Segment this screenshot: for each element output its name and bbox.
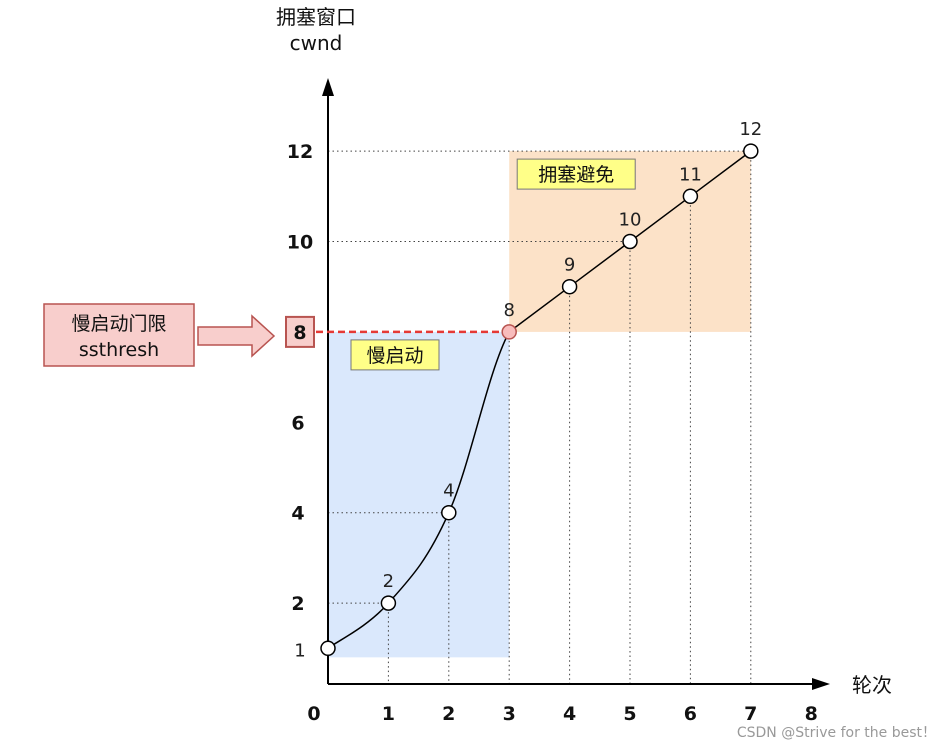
ytick-label-6: 6 [291, 412, 304, 434]
ssthresh-label-line2: ssthresh [79, 339, 159, 361]
congestion-avoidance-tag: 拥塞避免 [538, 164, 614, 186]
congestion-avoidance-tag-box [516, 158, 636, 190]
point-label-1: 2 [383, 571, 394, 592]
slow-start-region [328, 331, 510, 658]
ssthresh-label-box [43, 303, 195, 367]
ytick-label-10: 10 [287, 232, 313, 254]
xtick-label-3: 3 [503, 703, 516, 725]
point-label-2: 4 [443, 481, 454, 502]
x-axis-label: 轮次 [852, 673, 892, 697]
xtick-label-2: 2 [442, 703, 455, 725]
watermark: CSDN @Strive for the best！ [737, 725, 936, 741]
point-label-3: 8 [503, 300, 514, 321]
ssthresh-label-line1: 慢启动门限 [71, 313, 166, 335]
x-axis-arrow [812, 678, 830, 690]
data-point-4 [561, 278, 578, 295]
xtick-label-0: 0 [307, 703, 320, 725]
data-point-0 [320, 640, 336, 657]
point-label-7: 12 [739, 119, 762, 140]
y-axis-label-line2: cwnd [290, 31, 343, 55]
data-point-5 [622, 233, 638, 250]
y-axis-arrow [322, 78, 334, 96]
data-point-6 [682, 188, 699, 205]
xtick-label-8: 8 [805, 703, 818, 725]
xtick-label-5: 5 [623, 703, 636, 725]
ytick-label-1: 1 [294, 640, 305, 661]
slow-start-tag-box [350, 339, 440, 371]
slow-start-tag: 慢启动 [366, 345, 423, 367]
xtick-label-6: 6 [684, 703, 697, 725]
point-label-5: 10 [619, 210, 642, 231]
xtick-label-7: 7 [744, 703, 757, 725]
data-point-3 [501, 324, 517, 340]
data-point-7 [743, 143, 759, 159]
xtick-label-1: 1 [382, 703, 395, 725]
cwnd-series-line [327, 150, 752, 649]
y-axis-label-line1: 拥塞窗口 [276, 5, 356, 29]
xtick-label-4: 4 [563, 703, 576, 725]
ytick-box-8 [285, 315, 315, 348]
ytick-label-8: 8 [293, 322, 306, 344]
ytick-label-4: 4 [291, 503, 304, 525]
point-label-4: 9 [564, 255, 575, 276]
data-point-2 [441, 504, 457, 521]
point-label-6: 11 [679, 164, 702, 185]
ssthresh-arrow [197, 314, 276, 358]
ytick-label-12: 12 [287, 141, 313, 163]
ytick-label-2: 2 [291, 593, 304, 615]
data-point-1 [380, 595, 397, 611]
